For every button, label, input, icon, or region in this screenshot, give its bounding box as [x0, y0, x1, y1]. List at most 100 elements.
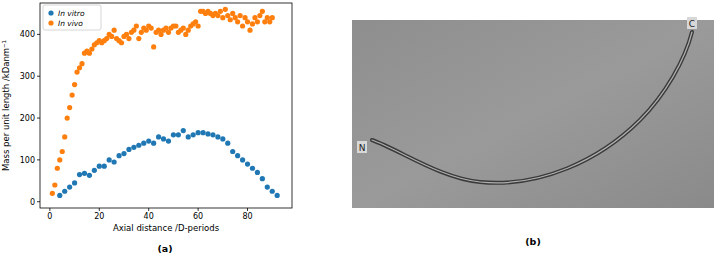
- point: [102, 164, 107, 169]
- point: [57, 193, 62, 198]
- y-tick: [37, 201, 40, 202]
- x-tick: [99, 208, 100, 211]
- micrograph: NC: [352, 17, 714, 208]
- fibril-core: [372, 32, 692, 183]
- point: [65, 115, 70, 120]
- x-tick-label: 20: [94, 212, 104, 221]
- point: [126, 36, 131, 41]
- y-tick-label: 0: [30, 198, 35, 207]
- plot-marks: [50, 7, 280, 198]
- point: [121, 151, 126, 156]
- point: [136, 143, 141, 148]
- point: [82, 171, 87, 176]
- panel-label: (a): [157, 243, 172, 254]
- point: [70, 92, 75, 97]
- y-tick-label: 400: [20, 30, 35, 39]
- point: [205, 131, 210, 136]
- point: [196, 23, 201, 28]
- label-box: [687, 17, 697, 29]
- y-tick-label: 200: [20, 114, 35, 123]
- point: [247, 28, 252, 33]
- x-tick-label: 80: [242, 212, 252, 221]
- point: [200, 130, 205, 135]
- legend-label: In vivo: [58, 19, 83, 28]
- micrograph-background: [352, 20, 714, 208]
- point: [107, 157, 112, 162]
- point: [119, 40, 124, 45]
- point: [112, 159, 117, 164]
- point: [161, 136, 166, 141]
- point: [250, 21, 255, 26]
- point: [255, 19, 260, 24]
- point: [196, 130, 201, 135]
- point: [225, 141, 230, 146]
- point: [156, 134, 161, 139]
- x-tick-label: 0: [47, 212, 52, 221]
- point: [220, 136, 225, 141]
- y-tick: [37, 76, 40, 77]
- point: [220, 15, 225, 20]
- point: [223, 7, 228, 12]
- point: [218, 9, 223, 14]
- point: [77, 172, 82, 177]
- point: [62, 134, 67, 139]
- legend-label: In vitro: [58, 9, 85, 18]
- y-tick: [37, 118, 40, 119]
- fibril: [372, 32, 692, 183]
- point: [270, 15, 275, 20]
- n-terminus-label: N: [359, 143, 366, 153]
- point: [240, 157, 245, 162]
- point: [131, 145, 136, 150]
- x-tick: [49, 208, 50, 211]
- point: [112, 28, 117, 33]
- point: [72, 180, 77, 185]
- point: [62, 189, 67, 194]
- point: [146, 138, 151, 143]
- point: [181, 128, 186, 133]
- point: [151, 141, 156, 146]
- point: [245, 161, 250, 166]
- point: [57, 157, 62, 162]
- x-tick: [148, 208, 149, 211]
- point: [87, 173, 92, 178]
- legend: In vitroIn vivo: [43, 5, 101, 30]
- label-box: [357, 141, 367, 153]
- point: [55, 166, 60, 171]
- point: [141, 141, 146, 146]
- point: [191, 132, 196, 137]
- panel-label: (b): [525, 236, 540, 247]
- point: [126, 147, 131, 152]
- point: [250, 166, 255, 171]
- point: [275, 193, 280, 198]
- point: [215, 134, 220, 139]
- y-tick-label: 100: [20, 156, 35, 165]
- point: [260, 176, 265, 181]
- point: [171, 132, 176, 137]
- point: [67, 184, 72, 189]
- point: [240, 23, 245, 28]
- y-tick-label: 300: [20, 72, 35, 81]
- point: [166, 138, 171, 143]
- x-tick-label: 40: [144, 212, 154, 221]
- point: [173, 23, 178, 28]
- point: [60, 149, 65, 154]
- x-tick: [247, 208, 248, 211]
- x-tick-label: 60: [193, 212, 203, 221]
- figure: 0204060800100200300400Axial distance /D-…: [0, 0, 720, 265]
- point: [238, 13, 243, 18]
- point: [134, 23, 139, 28]
- c-terminus-label: C: [689, 19, 695, 29]
- point: [109, 34, 114, 39]
- legend-marker: [48, 10, 53, 15]
- point: [97, 164, 102, 169]
- legend-box: [43, 5, 101, 30]
- plot-frame: [40, 3, 292, 208]
- point: [228, 17, 233, 22]
- point: [230, 149, 235, 154]
- point: [245, 19, 250, 24]
- point: [79, 61, 84, 66]
- point: [235, 19, 240, 24]
- point: [67, 105, 72, 110]
- point: [72, 82, 77, 87]
- point: [136, 36, 141, 41]
